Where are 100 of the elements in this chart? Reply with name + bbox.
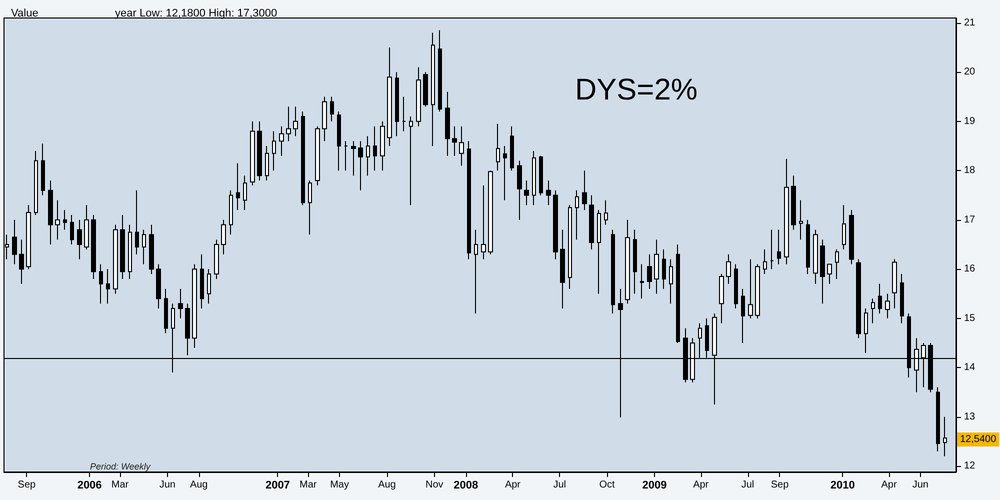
candlestick [142,229,146,265]
candlestick [539,155,543,196]
chart-subtitle: year Low: 12,1800 High: 17,3000 [115,8,278,20]
candlestick [229,190,233,236]
x-tick-label: 2006 [77,480,102,492]
candlestick [625,219,630,304]
x-tick-label: 2008 [454,480,478,492]
candlestick [532,150,536,206]
x-tick-label: Jul [741,480,754,490]
candlestick [48,180,53,246]
candlestick [272,130,276,172]
candlestick [669,258,673,304]
candlestick [885,293,890,319]
candlestick [380,120,385,172]
candlestick [149,224,154,275]
y-tick-label: 17 [964,214,976,226]
annotation: Period: Weekly [90,462,151,472]
x-tick-label: Mar [111,480,130,490]
candlestick [662,248,666,290]
candlestick [741,288,745,344]
candlestick [719,274,724,324]
candlestick [301,111,305,206]
candlestick [892,258,897,310]
candlestick [416,66,421,127]
candlestick [113,224,118,294]
candlestick [337,111,341,172]
x-tick-label: Apr [881,480,898,490]
y-tick-label: 16 [964,264,976,275]
x-tick-label: Aug [190,480,208,490]
candlestick [41,143,45,196]
candlestick [842,204,846,250]
candlestick [265,146,269,181]
candlestick [236,162,240,211]
candlestick [257,120,262,181]
candlestick [55,200,60,240]
candlestick [164,288,168,334]
candlestick [835,248,839,280]
candlestick [438,30,442,112]
candlestick [77,219,82,260]
candlestick [395,72,399,137]
y-tick-label: 12 [964,460,976,472]
candlestick [748,258,753,319]
x-tick-label: May [330,480,349,490]
candlestick [582,170,587,211]
candlestick [676,244,680,344]
candlestick [517,160,522,220]
candlestick [763,248,767,275]
x-tick-label: Oct [599,480,616,490]
candlestick [856,258,861,339]
candlestick [640,264,644,300]
y-tick-label: 14 [964,362,976,374]
candlestick [799,200,803,240]
candlestick [286,106,291,142]
candlestick [387,47,392,147]
candlestick [496,123,500,172]
candlestick [106,268,110,304]
candlestick [19,239,24,284]
x-tick-label: Jun [912,480,928,490]
candlestick [344,140,348,172]
candlestick [647,254,652,290]
x-tick-label: Apr [504,480,522,490]
candlestick [474,229,478,314]
candlestick [481,184,486,260]
x-tick-label: 2007 [265,480,290,492]
candlestick [820,239,825,304]
candlestick [250,120,255,186]
candlestick [575,190,579,240]
candlestick [726,254,731,284]
x-tick-label: Jul [553,480,566,490]
candlestick [373,126,377,172]
x-tick-label: 2009 [642,480,667,492]
candlestick [431,32,435,147]
candlestick [900,274,904,324]
candlestick [423,72,428,108]
annotation: DYS=2% [575,74,698,106]
candlestick [185,303,190,356]
candlestick [597,210,601,294]
candlestick [611,229,615,314]
y-tick-label: 19 [964,116,976,127]
candlestick [546,180,551,206]
candlestick [293,106,298,137]
candlestick [871,298,875,324]
candlestick [459,126,464,166]
x-tick-label: Mar [299,480,318,490]
candlestick [524,180,529,206]
candlestick [34,150,38,216]
candlestick [654,239,659,294]
candlestick [734,264,738,310]
y-tick-label: 20 [964,66,976,78]
chart-title: Value [11,8,38,20]
candlestick [452,126,457,156]
candlestick [488,170,493,255]
candlestick [770,229,774,270]
candlestick [120,214,125,280]
candlestick [633,229,637,294]
candlestick [135,190,139,255]
candlestick [827,264,832,284]
candlestick [402,96,406,132]
candlestick [279,126,284,156]
candlestick [315,126,320,186]
